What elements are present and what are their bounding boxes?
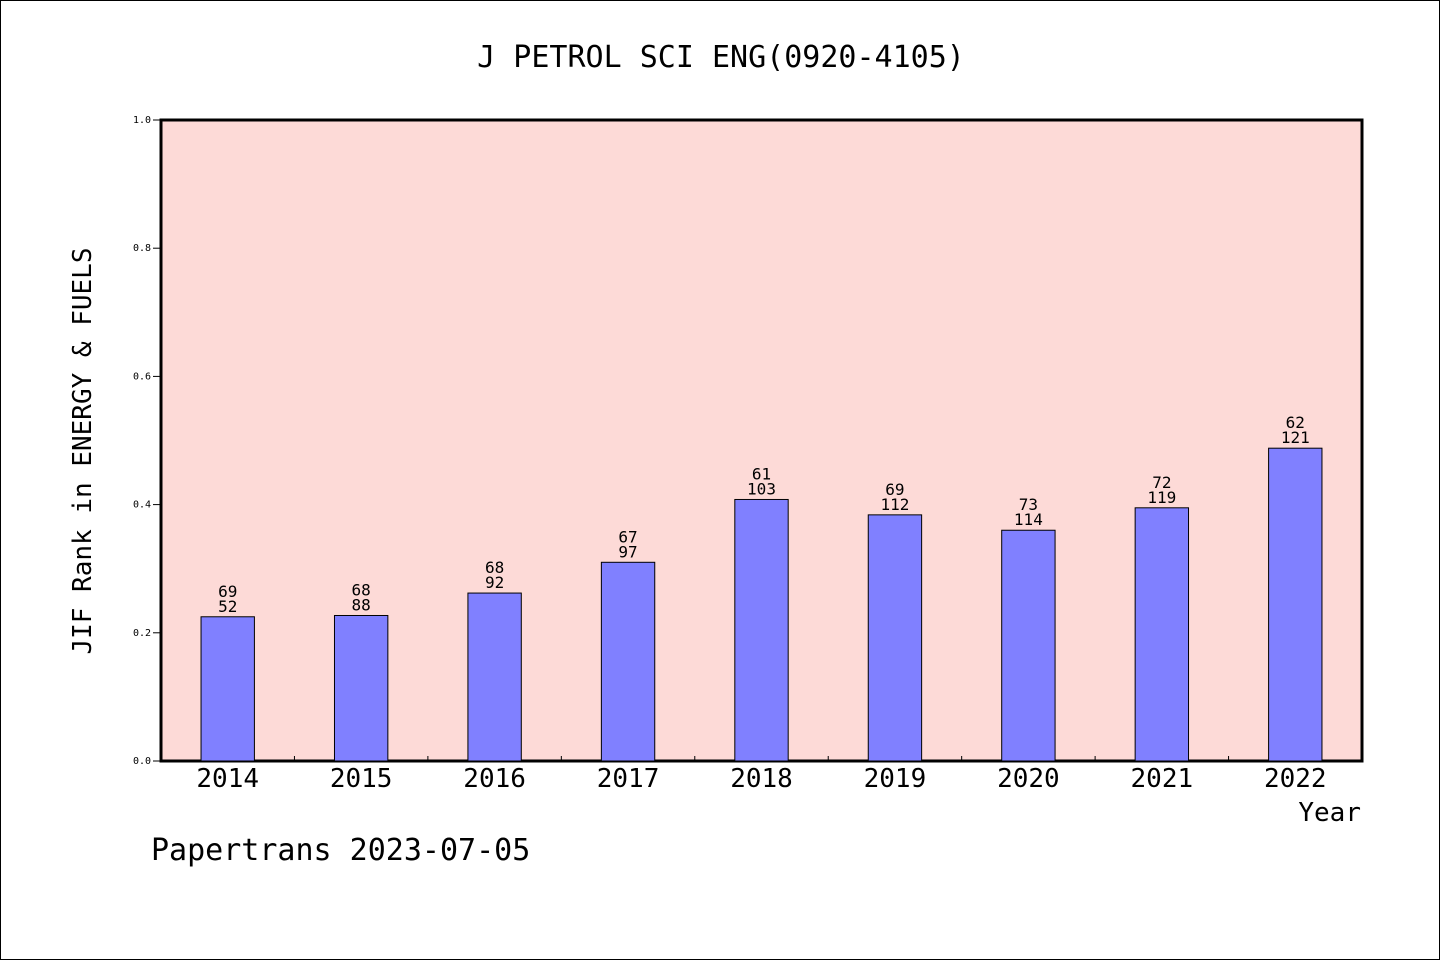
y-tick-label-5: 1.0 [133, 115, 151, 126]
bar-2014 [200, 616, 255, 762]
x-axis-label: Year [1298, 798, 1361, 828]
bar-rank-label-2021: 72 [1152, 473, 1171, 492]
bar-2018 [734, 498, 789, 762]
y-tick-label-4: 0.8 [133, 243, 151, 254]
x-axis: 2014 2015 2016 2017 2018 2019 2020 2021 2022 [196, 756, 1327, 794]
bar-total-label-2015: 88 [352, 595, 371, 614]
x-tick-label-2015: 2015 [330, 764, 393, 794]
x-tick-label-2022: 2022 [1264, 764, 1327, 794]
bar-2016 [467, 592, 522, 762]
x-tick-label-2014: 2014 [196, 764, 259, 794]
bar-rank-label-2019: 69 [885, 480, 904, 499]
x-tick-label-2019: 2019 [864, 764, 927, 794]
y-axis: 0.0 0.2 0.4 0.6 0.8 1.0 [133, 115, 161, 767]
bar-rank-label-2015: 68 [352, 580, 371, 599]
bar-rank-label-2016: 68 [485, 558, 504, 577]
chart-title: J PETROL SCI ENG(0920-4105) [477, 40, 965, 75]
y-tick-label-2: 0.4 [133, 500, 151, 511]
x-tick-label-2016: 2016 [463, 764, 526, 794]
bar-rank-label-2020: 73 [1019, 495, 1038, 514]
bar-2020 [1001, 529, 1056, 762]
y-tick-label-3: 0.6 [133, 371, 151, 382]
y-tick-label-1: 0.2 [133, 628, 151, 639]
bar-total-label-2014: 52 [218, 597, 237, 616]
bar-total-label-2022: 121 [1281, 428, 1310, 447]
bar-total-label-2017: 97 [618, 542, 637, 561]
bar-rank-label-2014: 69 [218, 582, 237, 601]
bar-total-label-2016: 92 [485, 573, 504, 592]
bar-rank-label-2018: 61 [752, 464, 771, 483]
bar-total-label-2019: 112 [880, 495, 909, 514]
bar-total-label-2021: 119 [1147, 488, 1176, 507]
x-tick-label-2017: 2017 [597, 764, 660, 794]
x-tick-label-2020: 2020 [997, 764, 1060, 794]
bar-total-label-2020: 114 [1014, 510, 1043, 529]
x-tick-label-2018: 2018 [730, 764, 793, 794]
bar-2019 [867, 514, 923, 762]
y-tick-label-0: 0.0 [133, 756, 151, 767]
y-axis-label: JIF Rank in ENERGY & FUELS [68, 248, 98, 655]
bar-rank-label-2017: 67 [618, 527, 637, 546]
bar-2022 [1268, 447, 1323, 762]
bar-total-label-2018: 103 [747, 479, 776, 498]
footer-note: Papertrans 2023-07-05 [151, 833, 531, 868]
bar-2017 [600, 561, 656, 762]
bar-2021 [1134, 507, 1190, 762]
bar-2015 [333, 614, 389, 762]
bar-rank-label-2022: 62 [1286, 413, 1305, 432]
x-tick-label-2021: 2021 [1131, 764, 1194, 794]
